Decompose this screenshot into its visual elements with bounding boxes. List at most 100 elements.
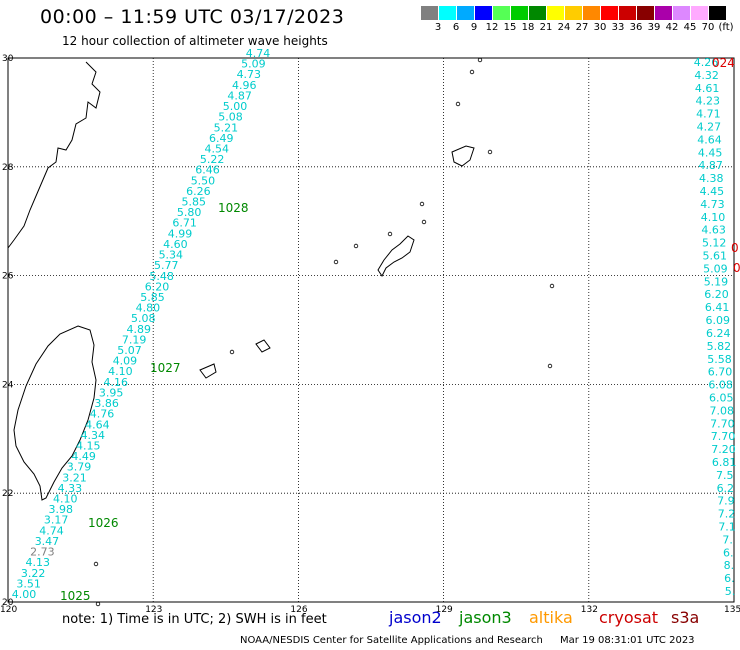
swh-value: 5.08 xyxy=(131,312,156,325)
island-dot xyxy=(353,243,359,249)
satellite-jason2: jason2 xyxy=(389,608,442,627)
track-label: 1027 xyxy=(150,361,181,375)
scale-swatch xyxy=(420,6,438,20)
swh-value: 4.10 xyxy=(53,493,78,506)
swh-value-east: 4.23 xyxy=(696,95,721,108)
scale-swatch xyxy=(564,6,582,20)
footer-note: note: 1) Time is in UTC; 2) SWH is in fe… xyxy=(62,612,327,627)
swh-value-east: 4.27 xyxy=(697,121,722,134)
swh-value-east: 4.61 xyxy=(695,82,720,95)
swh-value: 5.50 xyxy=(191,174,216,187)
scale-label: 33 xyxy=(611,22,625,33)
swh-value: 4.10 xyxy=(108,365,133,378)
swh-value-red: 0 xyxy=(733,261,740,275)
lat-label: 22 xyxy=(2,489,13,499)
swh-value: 3.95 xyxy=(99,386,124,399)
swh-value-east: 7.1 xyxy=(718,520,736,533)
scale-label: 27 xyxy=(575,22,589,33)
island-dot xyxy=(455,101,461,107)
taiwan-coastline xyxy=(13,325,97,501)
swh-value-red: 024 xyxy=(712,56,735,70)
swh-value: 4.87 xyxy=(227,89,252,102)
swh-value: 4.89 xyxy=(126,323,151,336)
lon-label: 126 xyxy=(290,605,307,615)
swh-value-red: 0 xyxy=(731,241,739,255)
swh-value-east: 5.58 xyxy=(707,353,732,366)
swh-value: 5.09 xyxy=(241,58,266,71)
swh-value-east: 6.41 xyxy=(705,301,730,314)
swh-value-east: 4.45 xyxy=(698,146,723,159)
satellite-s3a: s3a xyxy=(671,608,700,627)
scale-label: 45 xyxy=(683,22,697,33)
swh-value-east: 6.81 xyxy=(712,456,737,469)
island-dot xyxy=(229,349,235,355)
swh-value: 4.15 xyxy=(76,439,101,452)
credit-text: NOAA/NESDIS Center for Satellite Applica… xyxy=(240,635,543,646)
swh-value: 6.46 xyxy=(195,164,220,177)
scale-label: 39 xyxy=(647,22,661,33)
swh-value: 6.71 xyxy=(172,217,197,230)
scale-swatch xyxy=(690,6,708,20)
island-dot xyxy=(477,57,483,63)
swh-value-east: 7.08 xyxy=(710,404,735,417)
satellite-altika: altika xyxy=(529,608,573,627)
swh-value: 3.79 xyxy=(67,461,92,474)
swh-value-east: 6.05 xyxy=(709,391,734,404)
swh-value-east: 4.26 xyxy=(694,56,719,69)
scale-swatch xyxy=(654,6,672,20)
scale-label: 9 xyxy=(470,22,478,33)
miyako-coastline xyxy=(255,339,271,353)
swh-value-east: 6. xyxy=(724,572,735,585)
scale-label: 3 xyxy=(434,22,442,33)
swh-value: 3.17 xyxy=(44,514,69,527)
scale-label: 42 xyxy=(665,22,679,33)
swh-value: 5.80 xyxy=(177,206,202,219)
swh-value: 5.22 xyxy=(200,153,225,166)
swh-value: 5.85 xyxy=(182,196,207,209)
swh-value-east: 4.64 xyxy=(697,133,722,146)
swh-value: 4.33 xyxy=(58,482,83,495)
scale-swatch xyxy=(708,6,726,20)
swh-value: 4.73 xyxy=(237,68,262,81)
lon-label: 120 xyxy=(0,605,17,615)
swh-value: 3.47 xyxy=(35,535,60,548)
scale-swatch xyxy=(582,6,600,20)
swh-value-east: 7.70 xyxy=(710,417,735,430)
map-frame xyxy=(7,57,735,603)
swh-value: 4.13 xyxy=(26,556,51,569)
swh-value-east: 6.09 xyxy=(705,314,730,327)
track-label: 1028 xyxy=(218,201,249,215)
scale-label: 36 xyxy=(629,22,643,33)
scale-swatch xyxy=(510,6,528,20)
swh-value-east: 4.87 xyxy=(698,159,723,172)
swh-value-east: 5.19 xyxy=(704,275,729,288)
color-scale-labels: 3 6 9 12 15 18 21 24 27 30 33 36 39 42 45 70 (ft) xyxy=(420,22,740,34)
scale-swatch xyxy=(456,6,474,20)
scale-label: 18 xyxy=(521,22,535,33)
swh-value-east: 7. xyxy=(722,533,733,546)
scale-swatch xyxy=(474,6,492,20)
swh-value-east: 4.71 xyxy=(696,108,721,121)
swh-value: 6.49 xyxy=(209,132,234,145)
swh-value: 7.19 xyxy=(122,333,147,346)
scale-label: 6 xyxy=(452,22,460,33)
scale-swatch xyxy=(672,6,690,20)
footer-credit: NOAA/NESDIS Center for Satellite Applica… xyxy=(240,635,695,646)
swh-value: 4.80 xyxy=(136,302,161,315)
swh-value: 5.48 xyxy=(149,270,174,283)
island-dot xyxy=(333,259,339,265)
scale-swatch xyxy=(438,6,456,20)
footer-timestamp: Mar 19 08:31:01 UTC 2023 xyxy=(560,635,695,646)
swh-value-east: 6.24 xyxy=(706,327,731,340)
swh-value-east: 7.20 xyxy=(711,443,736,456)
island-dot xyxy=(469,69,475,75)
island-dot xyxy=(93,561,99,567)
satellite-cryosat: cryosat xyxy=(599,608,659,627)
swh-value-east: 4.38 xyxy=(699,172,724,185)
swh-value-east: 4.10 xyxy=(701,211,726,224)
swh-value: 5.34 xyxy=(159,249,184,262)
scale-label: 21 xyxy=(539,22,553,33)
swh-value: 6.20 xyxy=(145,280,170,293)
swh-value: 5.07 xyxy=(117,344,142,357)
swh-value: 5.21 xyxy=(214,121,239,134)
